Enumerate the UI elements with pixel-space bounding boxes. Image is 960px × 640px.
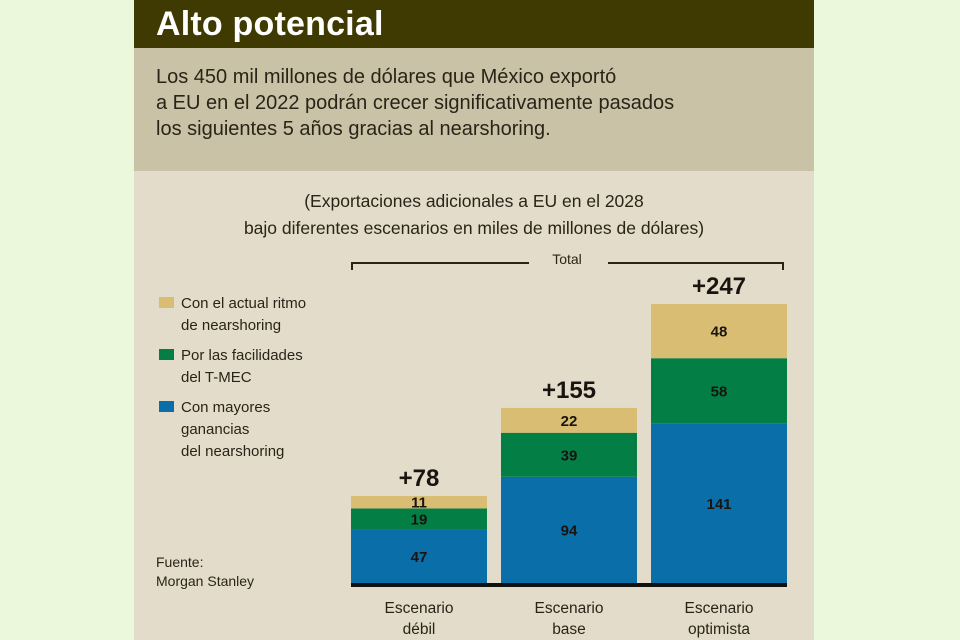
total-label-text: Total [552, 251, 582, 267]
chart-title-line: (Exportaciones adicionales a EU en el 20… [304, 191, 644, 211]
source-name: Morgan Stanley [156, 573, 255, 589]
legend-item-tmec: Por las facilidades del T-MEC [159, 345, 349, 389]
x-tick-label: base [552, 621, 586, 638]
source-note: Fuente: Morgan Stanley [156, 553, 254, 591]
bar-segment [651, 304, 787, 359]
bar-segment [501, 407, 637, 433]
segment-value-label: 19 [411, 512, 428, 529]
bar-segment [351, 508, 487, 530]
legend-label-line: del nearshoring [181, 443, 285, 460]
bar-total-label: +155 [542, 377, 596, 404]
legend-swatch-tan [159, 297, 174, 308]
x-tick-label: Escenario [385, 600, 454, 617]
title-bar: Alto potencial [134, 0, 814, 48]
intro-text: Los 450 mil millones de dólares que Méxi… [156, 64, 796, 142]
legend-label-line: Por las facilidades [181, 347, 303, 364]
segment-value-label: 11 [411, 495, 427, 512]
legend-swatch-blue [159, 401, 174, 412]
legend-item-actual-ritmo: Con el actual ritmo de nearshoring [159, 293, 349, 337]
segment-value-label: 47 [411, 549, 428, 566]
legend-label-line: del T-MEC [181, 369, 252, 386]
chart-baseline [351, 583, 787, 587]
legend-swatch-green [159, 349, 174, 360]
infographic-panel: Alto potencial Los 450 mil millones de d… [134, 0, 814, 640]
x-tick-label: Escenario [535, 600, 604, 617]
segment-value-label: 94 [561, 522, 578, 539]
segment-value-label: 22 [561, 413, 578, 430]
legend-label-line: de nearshoring [181, 317, 282, 334]
bar-segment [351, 496, 487, 509]
x-tick-label: Escenario [685, 600, 754, 617]
x-tick-label: optimista [688, 621, 750, 638]
legend-label-line: Con mayores [181, 399, 271, 416]
source-label: Fuente: [156, 554, 204, 570]
bar-total-label: +78 [399, 465, 440, 492]
bracket-line-left [351, 262, 529, 264]
intro-box: Los 450 mil millones de dólares que Méxi… [134, 48, 814, 171]
total-bracket-label: Total [134, 251, 814, 267]
segment-value-label: 58 [711, 383, 728, 400]
intro-line: a EU en el 2022 podrán crecer significat… [156, 92, 675, 114]
segment-value-label: 39 [561, 447, 578, 464]
intro-line: los siguientes 5 años gracias al nearsho… [156, 118, 551, 140]
bar-segment [501, 476, 637, 583]
bracket-line-right [608, 262, 784, 264]
segment-value-label: 141 [706, 496, 731, 513]
bar-segment [651, 423, 787, 583]
bar-segment [651, 358, 787, 424]
bar-total-label: +247 [692, 273, 746, 300]
legend-item-mayores-ganancias: Con mayores ganancias del nearshoring [159, 397, 349, 463]
chart-legend: Con el actual ritmo de nearshoring Por l… [159, 293, 349, 471]
intro-line: Los 450 mil millones de dólares que Méxi… [156, 66, 617, 88]
segment-value-label: 48 [711, 324, 728, 341]
total-bracket [351, 262, 784, 270]
bracket-tick-right [782, 262, 784, 270]
legend-label-line: ganancias [181, 421, 250, 438]
bar-segment [351, 529, 487, 583]
x-tick-label: débil [403, 621, 436, 638]
chart-subtitle: (Exportaciones adicionales a EU en el 20… [134, 188, 814, 242]
bar-segment [501, 432, 637, 477]
bracket-tick-left [351, 262, 353, 270]
chart-subtitle-line: bajo diferentes escenarios en miles de m… [243, 218, 705, 238]
infographic-title: Alto potencial [156, 5, 384, 43]
legend-label-line: Con el actual ritmo [181, 295, 307, 312]
